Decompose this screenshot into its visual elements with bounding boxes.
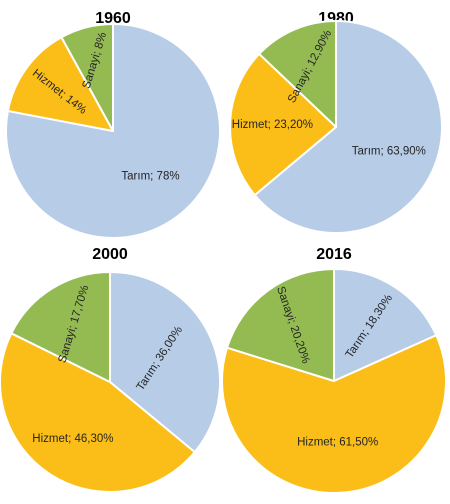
pie-chart-1980: 1980 Tarım; 63,90%Hizmet; 23,20%Sanayi; … [229,10,443,234]
pie-title: 2016 [316,246,352,263]
pie-slice-sanayi [10,271,111,383]
slice-label-tarım: Tarım; 78% [121,170,179,182]
pie-slice-sanayi [258,20,337,128]
pie-slice-sanayi [60,23,114,132]
pie-title: 2000 [92,246,128,263]
slice-label-hizmet: Hizmet; 23,20% [232,119,313,131]
pie-chart-1960: 1960 Tarım; 78%Hizmet; 14%Sanayi; 8% [5,10,221,239]
pie-slice-hizmet [221,334,447,494]
pie-title: 1960 [95,10,131,27]
slice-label-hizmet: Hizmet; 61,50% [297,437,378,449]
pie-slice-tarım [253,20,443,234]
slice-label-tarım: Tarım; 63,90% [352,146,426,158]
pie-chart-2000: 2000 Tarım; 36,00%Hizmet; 46,30%Sanayi; … [0,246,221,494]
slice-label-hizmet: Hizmet; 46,30% [32,433,113,445]
pie-slice-tarım [5,23,221,239]
pie-chart-2016: 2016 Tarım; 18,30%Hizmet; 61,50%Sanayi; … [221,246,447,494]
pie-slice-hizmet [229,52,337,197]
pie-slice-sanayi [226,268,335,382]
pie-slice-hizmet [6,36,114,132]
pie-slice-tarım [333,268,438,382]
pie-slice-tarım [109,271,221,454]
pie-slice-hizmet [0,332,196,494]
